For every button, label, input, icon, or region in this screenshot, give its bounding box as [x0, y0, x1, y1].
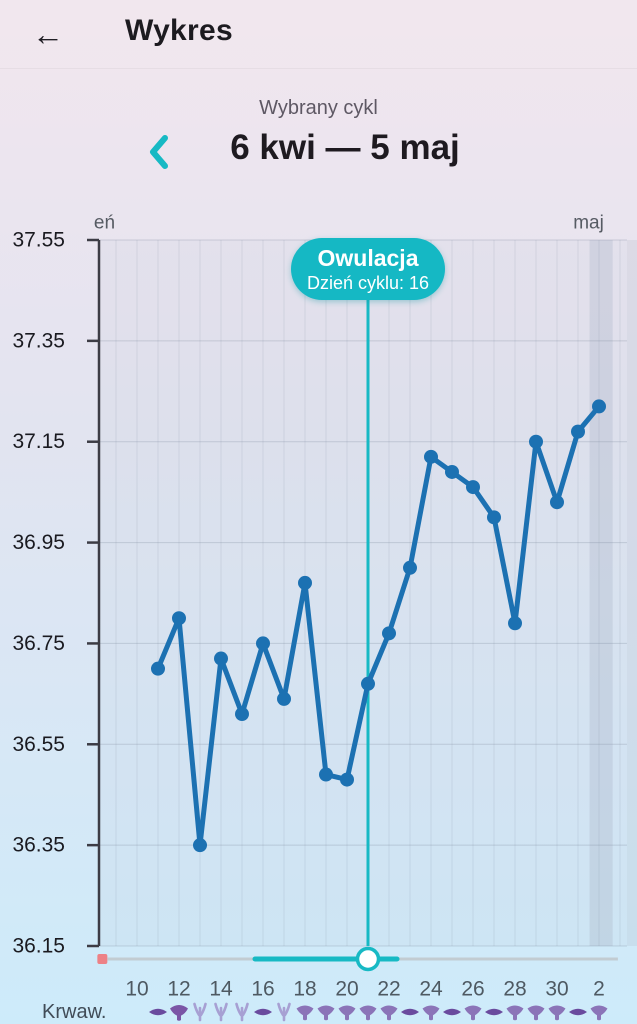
plot-right-strip [627, 240, 637, 946]
y-axis-label: 37.15 [12, 430, 65, 453]
temperature-point-day-28[interactable] [508, 616, 522, 631]
bleeding-icon-sprout [241, 1002, 249, 1017]
temperature-point-day-27[interactable] [487, 510, 501, 525]
bleeding-icon-sprout [193, 1002, 201, 1017]
x-axis-label-22: 22 [377, 978, 400, 1001]
chevron-left-icon [150, 135, 168, 169]
temperature-point-day-29[interactable] [529, 434, 543, 449]
plot-area [99, 240, 627, 946]
x-axis-label-26: 26 [461, 978, 484, 1001]
bleeding-icon-fan [359, 1005, 377, 1021]
bleeding-icon-lens [149, 1008, 167, 1016]
ovulation-tooltip-cycle-day: Dzień cyklu: 16 [306, 273, 430, 293]
temperature-point-day-17[interactable] [277, 691, 291, 706]
temperature-point-day-26[interactable] [466, 480, 480, 495]
bleeding-icon-fan [317, 1005, 335, 1021]
bleeding-icon-lens [401, 1008, 419, 1016]
x-axis-label-12: 12 [167, 978, 190, 1001]
y-axis-label: 36.75 [12, 632, 65, 655]
bleeding-icon-fan [338, 1005, 356, 1021]
back-arrow-icon: ← [32, 16, 64, 52]
page-title: Wykres [125, 14, 233, 47]
bleeding-icon-fan [464, 1005, 482, 1021]
temperature-point-day-21[interactable] [361, 676, 375, 691]
y-axis-label: 37.35 [12, 329, 65, 352]
ovulation-tooltip-title: Owulacja [317, 245, 419, 271]
temperature-point-day-20[interactable] [340, 772, 354, 787]
temperature-point-day-25[interactable] [445, 464, 459, 479]
slider-handle[interactable] [355, 946, 381, 972]
bleeding-icon-sprout [214, 1002, 222, 1017]
bleeding-icon-lens [254, 1008, 272, 1016]
bleeding-icon-sprout [199, 1002, 207, 1017]
ovulation-tooltip: Owulacja Dzień cyklu: 16 [291, 238, 445, 300]
x-axis-label-18: 18 [293, 978, 316, 1001]
temperature-point-day-16[interactable] [256, 636, 270, 651]
bleeding-icon-fan [296, 1005, 314, 1021]
back-button[interactable]: ← [26, 12, 70, 56]
x-axis-label-28: 28 [503, 978, 526, 1001]
app-bar: ← Wykres [0, 0, 637, 69]
selected-cycle-label: Wybrany cykl [259, 97, 378, 119]
x-axis-label-30: 30 [545, 978, 568, 1001]
bleeding-icon-sprout [283, 1002, 291, 1017]
previous-cycle-button[interactable] [138, 130, 182, 174]
temperature-point-day-15[interactable] [235, 707, 249, 722]
temperature-point-day-30[interactable] [550, 495, 564, 510]
temperature-point-day-13[interactable] [193, 838, 207, 853]
bleeding-icon-fan [506, 1005, 524, 1021]
bleeding-icon-sprout [220, 1002, 228, 1017]
bleeding-icon-fan-dark [170, 1005, 188, 1021]
temperature-point-day-22[interactable] [382, 626, 396, 641]
x-axis-label-14: 14 [209, 978, 233, 1001]
bleeding-row-label: Krwaw. [42, 1001, 107, 1023]
x-axis-label-16: 16 [251, 978, 274, 1001]
x-axis-label-24: 24 [419, 978, 443, 1001]
temperature-point-day-12[interactable] [172, 611, 186, 626]
temperature-point-day-11[interactable] [151, 661, 165, 676]
temperature-point-day-19[interactable] [319, 767, 333, 782]
today-highlight-band [589, 240, 613, 946]
x-axis-label-10: 10 [125, 978, 148, 1001]
bleeding-icon-sprout [235, 1002, 243, 1017]
y-axis-label: 36.95 [12, 531, 65, 554]
y-axis-label: 37.55 [12, 229, 65, 252]
temperature-point-day-32[interactable] [592, 399, 606, 414]
month-label: maj [573, 213, 604, 234]
bleeding-icon-lens [443, 1008, 461, 1016]
temperature-point-day-31[interactable] [571, 424, 585, 439]
y-axis-label: 36.15 [12, 935, 65, 958]
bleeding-icon-fan [380, 1005, 398, 1021]
bleeding-icon-fan [590, 1005, 608, 1021]
temperature-line [155, 403, 602, 848]
bleeding-icon-fan [548, 1005, 566, 1021]
x-axis-label-20: 20 [335, 978, 358, 1001]
y-axis-label: 36.55 [12, 733, 65, 756]
bleeding-icon-sprout [277, 1002, 285, 1017]
temperature-point-day-14[interactable] [214, 651, 228, 666]
bleeding-icon-lens [569, 1008, 587, 1016]
temperature-point-day-18[interactable] [298, 575, 312, 590]
cycle-date-range: 6 kwi — 5 maj [230, 128, 460, 167]
temperature-point-day-23[interactable] [403, 560, 417, 575]
temperature-point-day-24[interactable] [424, 449, 438, 464]
y-axis-label: 36.35 [12, 834, 65, 857]
bleeding-icon-fan [527, 1005, 545, 1021]
bleeding-icon-fan [422, 1005, 440, 1021]
x-axis-label-2: 2 [593, 978, 605, 1001]
slider-period-marker [97, 954, 108, 964]
bleeding-icon-lens [485, 1008, 503, 1016]
month-label: eń [94, 213, 115, 234]
